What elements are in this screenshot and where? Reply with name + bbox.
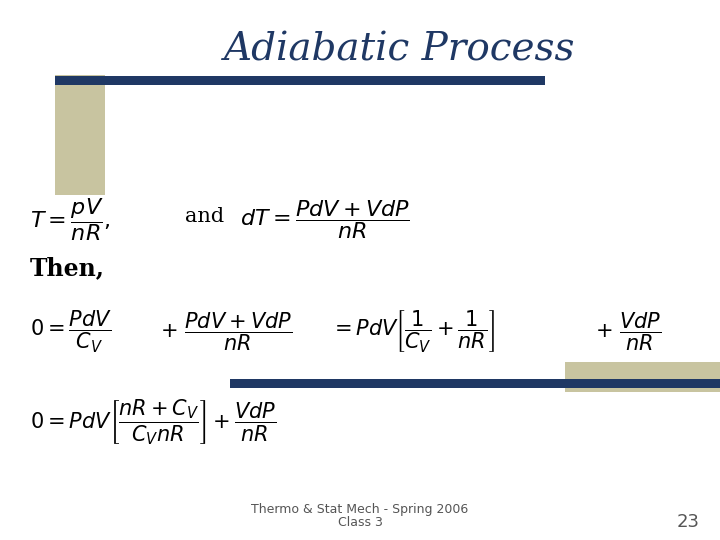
Text: $0 = \dfrac{PdV}{C_V}$: $0 = \dfrac{PdV}{C_V}$ [30, 309, 112, 355]
Text: $T = \dfrac{pV}{nR},$: $T = \dfrac{pV}{nR},$ [30, 197, 110, 244]
Text: Then,: Then, [30, 256, 105, 280]
Text: $+\ \dfrac{VdP}{nR}$: $+\ \dfrac{VdP}{nR}$ [595, 310, 662, 353]
Bar [55, 76, 545, 85]
Text: Class 3: Class 3 [338, 516, 382, 529]
Text: $= PdV\left[\dfrac{1}{C_V} + \dfrac{1}{nR}\right]$: $= PdV\left[\dfrac{1}{C_V} + \dfrac{1}{n… [330, 309, 495, 355]
Bar [55, 75, 105, 195]
Text: Thermo & Stat Mech - Spring 2006: Thermo & Stat Mech - Spring 2006 [251, 503, 469, 516]
Text: and: and [185, 207, 224, 226]
Bar [230, 379, 720, 388]
Text: $dT = \dfrac{PdV + VdP}{nR}$: $dT = \dfrac{PdV + VdP}{nR}$ [240, 199, 410, 241]
Bar [565, 362, 720, 392]
Text: $0 = PdV\left[\dfrac{nR + C_V}{C_V nR}\right] + \dfrac{VdP}{nR}$: $0 = PdV\left[\dfrac{nR + C_V}{C_V nR}\r… [30, 397, 276, 447]
Text: $+\ \dfrac{PdV + VdP}{nR}$: $+\ \dfrac{PdV + VdP}{nR}$ [160, 310, 292, 353]
Text: Adiabatic Process: Adiabatic Process [224, 31, 576, 69]
Text: 23: 23 [677, 513, 700, 531]
